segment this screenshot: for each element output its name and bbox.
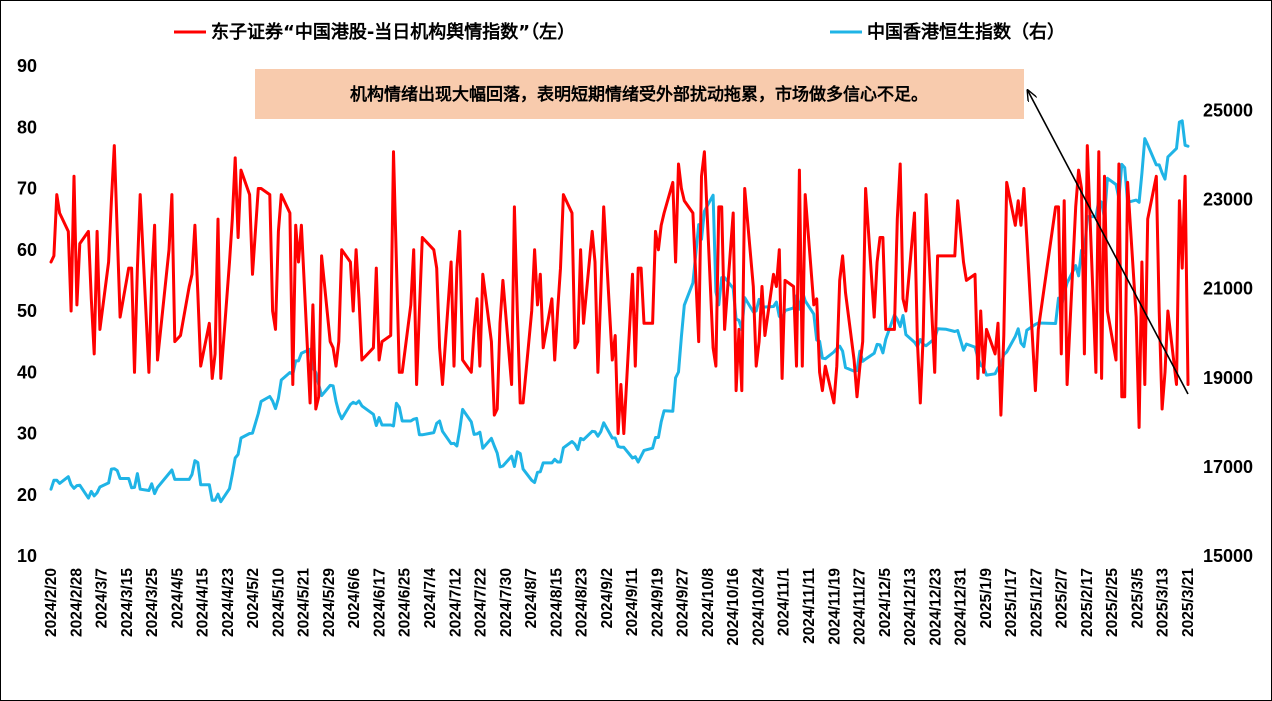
x-tick-label: 2024/11/1 [776, 568, 793, 636]
x-tick-label: 2024/5/10 [270, 568, 287, 637]
x-tick-label: 2024/2/20 [43, 568, 60, 637]
x-tick-label: 2024/8/7 [523, 568, 540, 628]
x-tick-label: 2024/10/8 [700, 568, 717, 637]
x-tick-label: 2024/2/28 [68, 568, 85, 637]
annotation-text: 机构情绪出现大幅回落，表明短期情绪受外部扰动拖累，市场做多信心不足。 [350, 84, 928, 105]
x-tick-label: 2025/2/17 [1079, 568, 1096, 637]
x-tick-label: 2024/4/15 [195, 568, 212, 637]
y-right-tick-label: 19000 [1203, 368, 1253, 388]
x-tick-label: 2024/7/4 [422, 568, 439, 629]
x-tick-label: 2024/7/12 [447, 568, 464, 637]
x-tick-label: 2024/5/21 [296, 568, 313, 637]
x-tick-label: 2024/3/15 [119, 568, 136, 637]
x-tick-label: 2025/3/21 [1180, 568, 1197, 637]
x-tick-label: 2024/4/5 [169, 568, 186, 629]
x-tick-label: 2025/1/27 [1028, 568, 1045, 637]
legend: 东子证券“中国港股-当日机构舆情指数”（左） 中国香港恒生指数（右） [174, 21, 1065, 43]
y-left-tick-label: 40 [17, 362, 37, 382]
x-tick-label: 2025/3/5 [1129, 568, 1146, 629]
y-left-tick-label: 70 [17, 179, 37, 199]
x-tick-label: 2024/6/25 [397, 568, 414, 637]
y-left-tick-label: 80 [17, 117, 37, 137]
x-tick-label: 2024/12/31 [953, 568, 970, 646]
series-group [49, 119, 1190, 504]
y-right-tick-label: 17000 [1203, 457, 1253, 477]
legend-label-hk-sentiment: 东子证券“中国港股-当日机构舆情指数”（左） [211, 21, 575, 43]
x-tick-label: 2024/12/5 [877, 568, 894, 637]
x-tick-label: 2024/11/27 [852, 568, 869, 645]
x-tick-label: 2024/6/6 [346, 568, 363, 629]
x-tick-label: 2024/8/23 [574, 568, 591, 637]
y-axis-right-ticks: 15000 17000 19000 21000 23000 25000 [1203, 101, 1253, 566]
x-tick-label: 2024/8/15 [548, 568, 565, 637]
y-left-tick-label: 90 [17, 56, 37, 76]
annotation: 机构情绪出现大幅回落，表明短期情绪受外部扰动拖累，市场做多信心不足。 [255, 69, 1189, 395]
y-right-tick-label: 21000 [1203, 279, 1253, 299]
x-tick-label: 2024/11/11 [801, 568, 818, 644]
x-tick-label: 2025/3/13 [1155, 568, 1172, 637]
series-line-hang-seng [49, 119, 1190, 504]
series-line-hk-sentiment [49, 144, 1190, 435]
y-axis-left-ticks: 10 20 30 40 50 60 70 80 90 [17, 56, 37, 566]
y-left-tick-label: 50 [17, 301, 37, 321]
x-tick-label: 2024/7/30 [498, 568, 515, 637]
legend-label-hang-seng: 中国香港恒生指数（右） [867, 21, 1065, 43]
x-tick-label: 2025/2/7 [1054, 568, 1071, 628]
x-tick-label: 2024/9/27 [675, 568, 692, 637]
x-tick-label: 2025/1/17 [1003, 568, 1020, 637]
y-left-tick-label: 30 [17, 424, 37, 444]
x-tick-label: 2024/3/25 [144, 568, 161, 637]
x-tick-label: 2025/2/25 [1104, 568, 1121, 637]
x-tick-label: 2024/11/19 [826, 568, 843, 645]
x-tick-label: 2024/9/2 [599, 568, 616, 628]
x-tick-label: 2024/10/16 [725, 568, 742, 646]
x-tick-label: 2024/5/29 [321, 568, 338, 637]
y-left-tick-label: 60 [17, 240, 37, 260]
annotation-arrow [1028, 91, 1189, 395]
y-right-tick-label: 23000 [1203, 190, 1253, 210]
x-tick-label: 2024/7/22 [473, 568, 490, 637]
x-tick-label: 2024/5/2 [245, 568, 262, 628]
x-tick-label: 2024/12/23 [927, 568, 944, 646]
x-tick-label: 2024/9/11 [624, 568, 641, 636]
y-right-tick-label: 25000 [1203, 101, 1253, 121]
x-axis-ticks: 2024/2/20 2024/2/28 2024/3/7 2024/3/15 2024/… [43, 568, 1197, 646]
x-tick-label: 2024/4/23 [220, 568, 237, 637]
y-left-tick-label: 10 [17, 546, 37, 566]
x-tick-label: 2024/3/7 [94, 568, 111, 628]
x-tick-label: 2024/9/19 [649, 568, 666, 637]
x-tick-label: 2024/10/24 [750, 568, 767, 646]
annotation-box [255, 69, 1024, 119]
x-tick-label: 2024/12/13 [902, 568, 919, 646]
y-right-tick-label: 15000 [1203, 546, 1253, 566]
x-tick-label: 2025/1/9 [978, 568, 995, 629]
x-tick-label: 2024/6/17 [371, 568, 388, 637]
y-left-tick-label: 20 [17, 485, 37, 505]
